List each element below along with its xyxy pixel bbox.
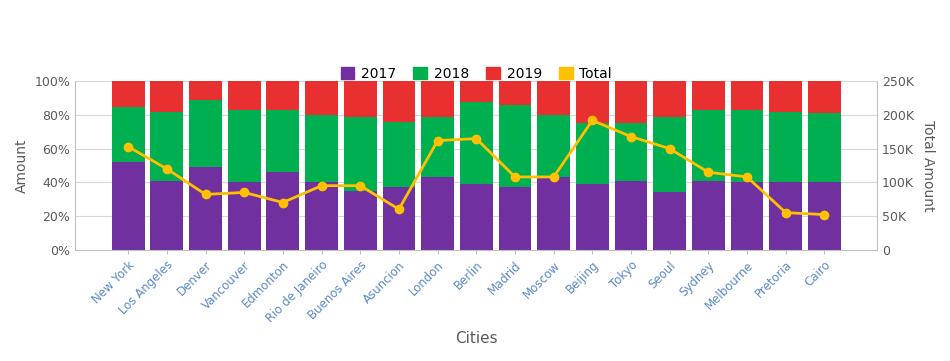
Total [277,200,289,205]
Total [509,175,521,179]
Total [123,144,134,149]
Bar [537,177,570,249]
Bar [654,192,686,249]
Bar [189,167,222,249]
Bar [576,123,609,184]
Y-axis label: Amount: Amount [15,138,29,193]
Bar [150,112,183,180]
Bar [305,82,338,115]
Bar [460,184,493,249]
Bar [383,187,415,249]
Bar [112,82,144,106]
Bar [808,113,841,182]
Bar [576,82,609,123]
Line: Total: Total [124,116,828,219]
Bar [576,184,609,249]
Bar [537,115,570,177]
Bar [770,182,802,249]
Y-axis label: Total Amount: Total Amount [921,120,935,211]
Bar [344,191,377,249]
Bar [460,101,493,184]
Bar [654,82,686,117]
Total [316,183,328,188]
Total [470,136,482,141]
Bar [112,106,144,162]
Bar [421,117,454,177]
Total [162,167,173,171]
Bar [228,110,260,182]
Bar [692,82,725,110]
Bar [499,105,531,187]
Bar [731,182,764,249]
Total [238,190,250,195]
Bar [228,82,260,110]
Bar [189,100,222,167]
Legend: 2017, 2018, 2019, Total: 2017, 2018, 2019, Total [335,61,618,87]
Bar [266,82,299,110]
Bar [537,82,570,115]
Total [780,210,791,215]
X-axis label: Cities: Cities [455,331,498,346]
Bar [383,82,415,122]
Bar [615,180,648,249]
Bar [615,82,648,123]
Total [393,207,405,212]
Total [625,134,636,139]
Bar [615,123,648,180]
Bar [770,112,802,182]
Bar [654,117,686,192]
Bar [189,82,222,100]
Bar [421,177,454,249]
Total [664,147,675,151]
Bar [150,180,183,249]
Bar [305,115,338,182]
Bar [808,82,841,113]
Bar [460,82,493,101]
Bar [150,82,183,112]
Total [703,170,714,174]
Bar [499,82,531,105]
Bar [808,182,841,249]
Total [587,118,598,123]
Bar [228,182,260,249]
Bar [731,82,764,110]
Bar [266,110,299,172]
Total [432,139,444,143]
Bar [770,82,802,112]
Bar [421,82,454,117]
Total [819,212,830,217]
Bar [112,162,144,249]
Bar [344,82,377,117]
Bar [266,172,299,249]
Bar [731,110,764,182]
Bar [692,110,725,180]
Total [200,192,211,197]
Bar [499,187,531,249]
Bar [344,117,377,191]
Total [354,183,366,188]
Bar [692,180,725,249]
Bar [383,122,415,187]
Total [741,175,752,179]
Bar [305,182,338,249]
Total [548,175,560,179]
